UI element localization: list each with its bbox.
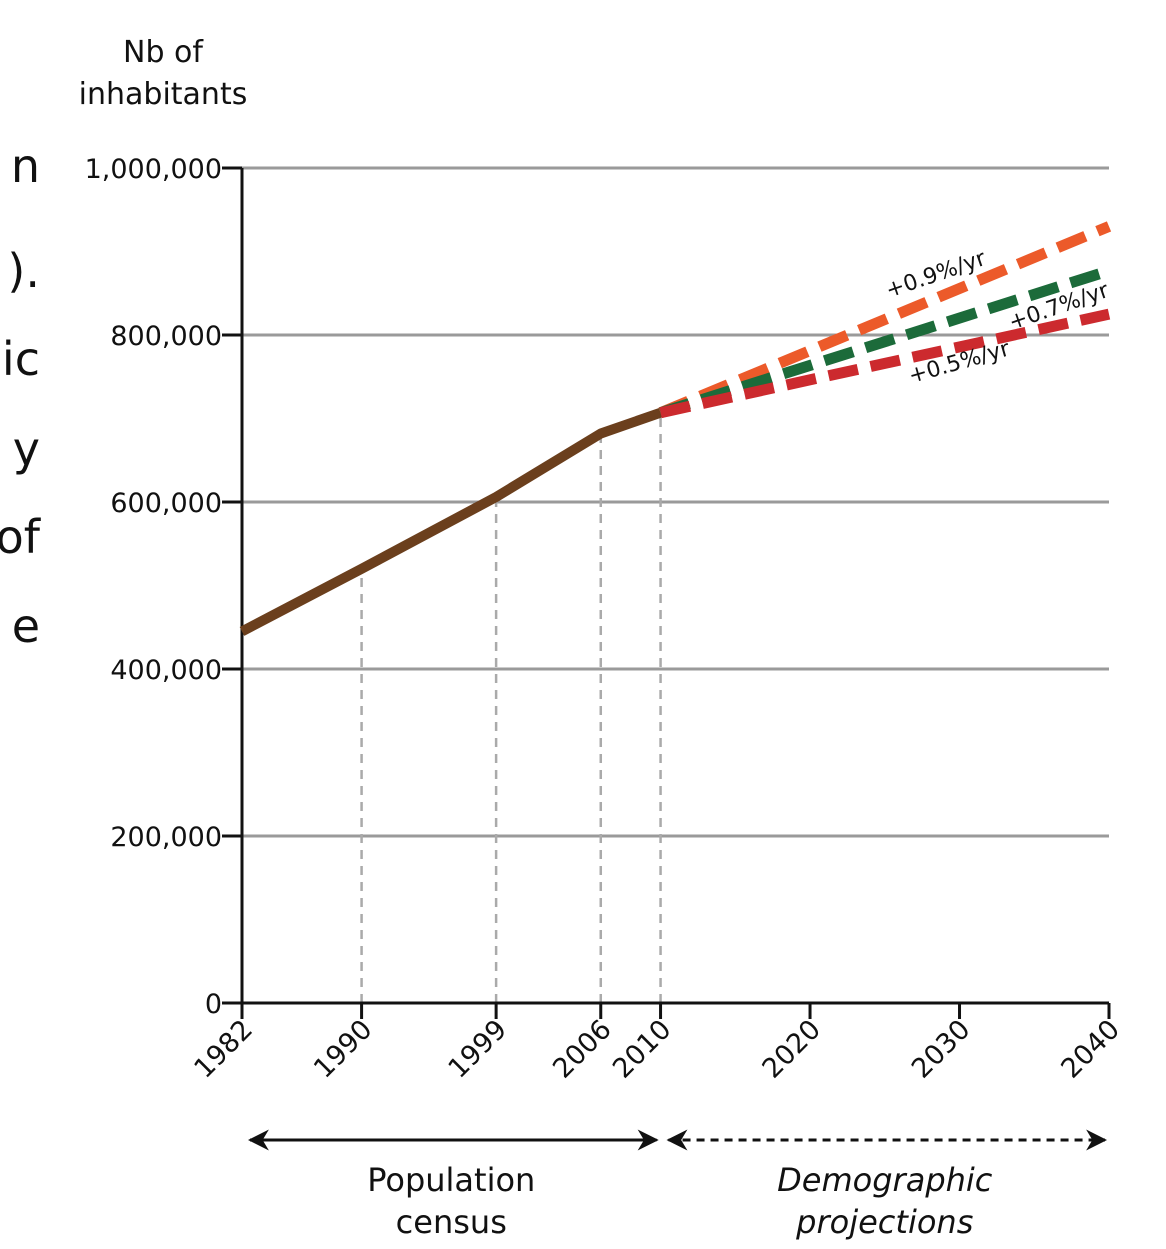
y-axis-label: Nb of inhabitants (79, 35, 248, 112)
series-lines (239, 221, 1112, 636)
x-tick-label: 2040 (1055, 1014, 1126, 1085)
y-axis-label-line: inhabitants (79, 77, 248, 112)
x-tick-label: 2030 (906, 1014, 977, 1085)
axes (240, 168, 1109, 1005)
period-label-line: Demographic (777, 1161, 993, 1199)
census-marker-lines (360, 412, 662, 1003)
background-text-fragment: ic (2, 332, 40, 386)
background-text-fragment: e (12, 599, 40, 653)
series-line-+0.7%/yr (658, 265, 1111, 418)
y-axis-ticks: 0 200,000 400,000 600,000 800,000 1,000,000 (85, 154, 242, 1020)
x-tick-label: 2020 (756, 1014, 827, 1085)
background-text-fragments: n). ic y of e (0, 139, 42, 653)
y-tick-label: 600,000 (110, 488, 222, 519)
y-tick-label: 0 (205, 989, 222, 1020)
background-text-fragment: n (11, 139, 40, 193)
period-label-line: census (396, 1203, 507, 1241)
background-text-fragment: ). (7, 244, 40, 298)
x-tick-label: 1999 (443, 1014, 514, 1085)
y-tick-label: 400,000 (110, 655, 222, 686)
period-label-line: Population (367, 1161, 535, 1199)
x-tick-label: 1990 (308, 1014, 379, 1085)
y-tick-label: 800,000 (110, 321, 222, 352)
background-text-fragment: of (0, 510, 42, 564)
y-tick-label: 1,000,000 (85, 154, 222, 185)
series-label: +0.9%/yr (883, 246, 990, 304)
x-tick-label: 1982 (188, 1014, 259, 1085)
x-tick-label: 2010 (607, 1014, 678, 1085)
period-annotations: Population census Demographic projections (247, 1129, 1108, 1241)
series-line-+0.9%/yr (658, 221, 1112, 418)
period-label-line: projections (795, 1203, 973, 1241)
x-tick-label: 2006 (547, 1014, 618, 1085)
y-axis-label-line: Nb of (123, 35, 204, 70)
background-text-fragment: y (13, 422, 40, 476)
series-line-census (239, 407, 663, 636)
series-line-+0.5%/yr (659, 308, 1111, 419)
grid-lines (242, 166, 1109, 838)
y-tick-label: 200,000 (110, 822, 222, 853)
